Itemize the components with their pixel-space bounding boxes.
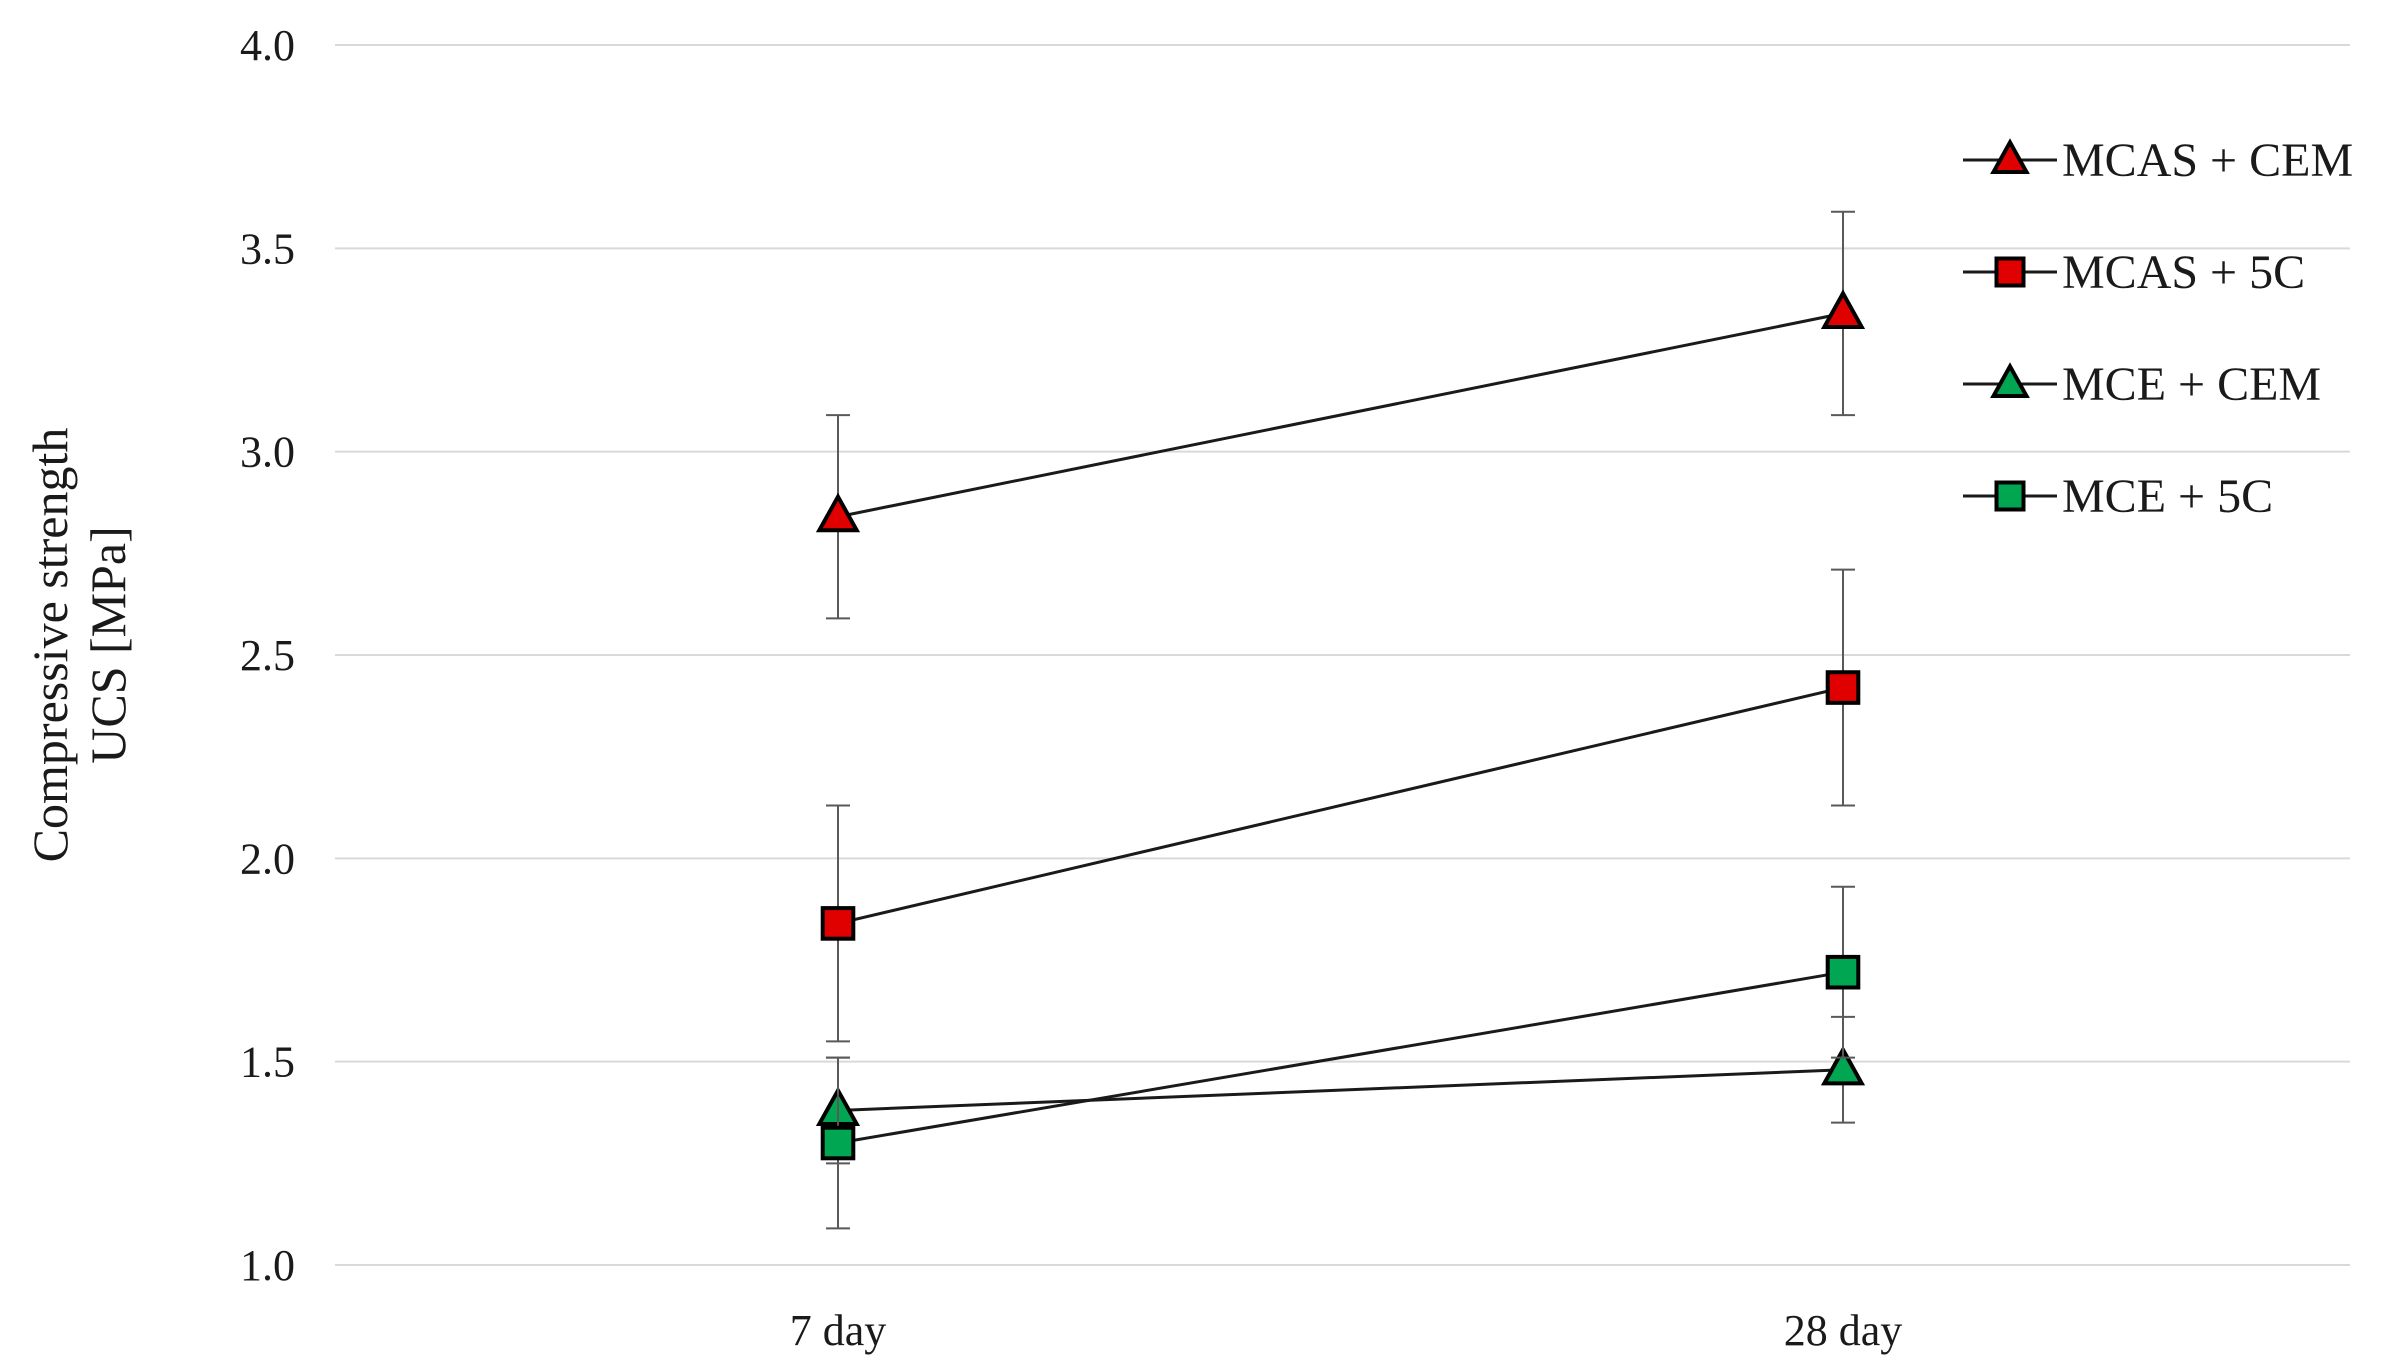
y-tick-label: 1.5 [240,1038,295,1087]
legend-item: MCAS + CEM [1963,134,2353,187]
data-point [1820,1045,1866,1086]
x-axis-tick-labels: 7 day 28 day [790,1306,1903,1355]
legend-marker [1994,256,2026,288]
data-point [820,1125,856,1161]
data-point [1825,954,1861,990]
y-axis-title: Compressive strength UCS [MPa] [22,428,136,863]
gridlines [335,44,2350,1266]
series-2 [815,1015,1866,1165]
y-axis-title-line-1: Compressive strength [22,428,78,863]
y-tick-label: 2.5 [240,631,295,680]
legend-label: MCAS + 5C [2062,246,2305,299]
y-tick-label: 1.0 [240,1241,295,1290]
data-point [820,906,856,941]
y-tick-label: 4.0 [240,21,295,70]
legend-item: MCE + 5C [1963,470,2273,523]
series-line [837,311,1844,519]
legend-label: MCAS + CEM [2062,134,2353,187]
series-line [837,686,1844,925]
legend-marker [1990,362,2030,398]
legend-label: MCE + CEM [2062,358,2321,411]
y-axis-tick-labels: 1.0 1.5 2.0 2.5 3.0 3.5 4.0 [240,21,295,1290]
legend-label: MCE + 5C [2062,470,2273,523]
series-line [837,1068,1844,1112]
legend-item: MCAS + 5C [1963,246,2305,299]
series-3 [820,885,1861,1230]
y-tick-label: 3.0 [240,428,295,477]
series-line [837,970,1844,1145]
series-0 [815,210,1866,620]
data-point [1825,670,1861,705]
legend-marker [1994,480,2026,512]
legend-item: MCE + CEM [1963,358,2321,411]
legend-marker [1990,138,2030,174]
y-axis-title-line-2: UCS [MPa] [80,526,136,764]
x-tick-label: 7 day [790,1306,887,1355]
x-tick-label: 28 day [1784,1306,1903,1355]
series-1 [820,568,1861,1043]
y-tick-label: 3.5 [240,224,295,273]
data-point [1820,289,1866,329]
data-series [815,210,1866,1230]
legend: MCAS + CEM MCAS + 5C MCE + CEM MCE + 5C [1963,134,2353,523]
data-point [815,492,861,533]
y-tick-label: 2.0 [240,834,295,883]
